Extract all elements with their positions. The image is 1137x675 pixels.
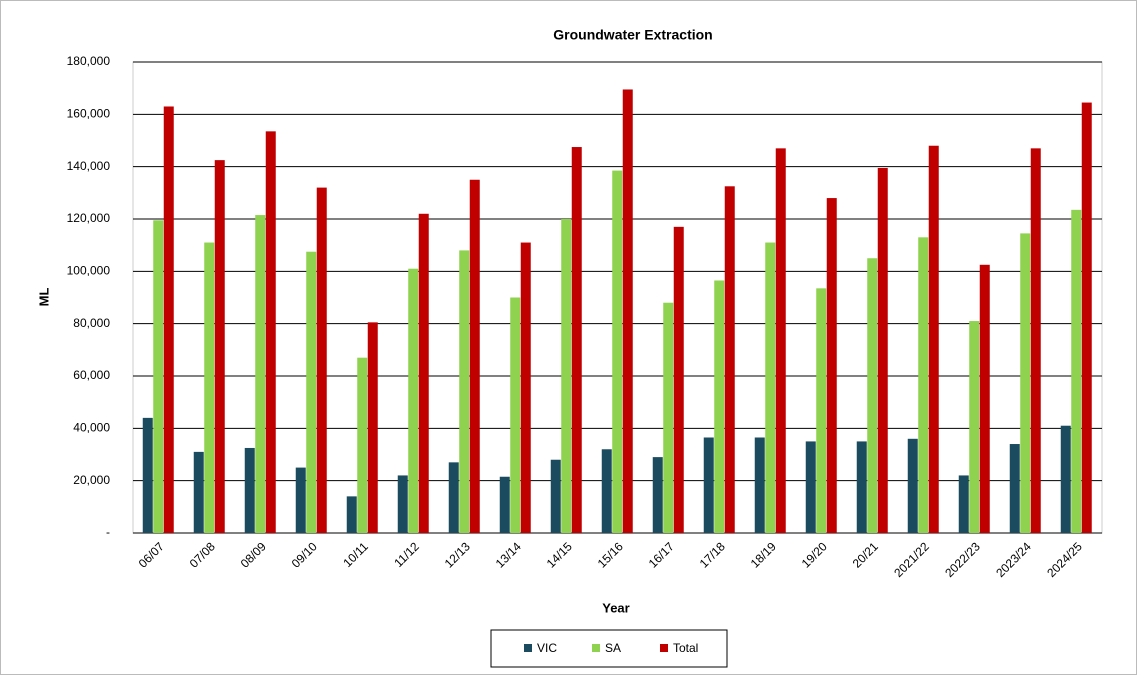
bar	[918, 237, 929, 534]
legend-label: Total	[673, 641, 698, 655]
y-tick-label: 160,000	[67, 107, 111, 121]
bar	[877, 167, 888, 533]
bar	[397, 475, 408, 533]
bar	[663, 302, 674, 533]
bar	[714, 280, 725, 533]
bar	[153, 220, 164, 533]
bar	[816, 288, 827, 533]
bar	[469, 179, 480, 533]
y-tick-label: 140,000	[67, 159, 111, 173]
bar	[520, 242, 531, 534]
bar	[979, 264, 990, 533]
bar	[408, 268, 419, 533]
y-tick-label: 120,000	[67, 211, 111, 225]
bar	[652, 457, 663, 533]
bar	[622, 89, 633, 533]
bar	[265, 131, 276, 533]
legend-swatch	[524, 644, 532, 652]
bar	[703, 437, 714, 533]
bar	[1030, 148, 1041, 533]
chart-title: Groundwater Extraction	[553, 27, 712, 43]
bar	[1071, 209, 1082, 533]
bar	[142, 417, 153, 533]
y-tick-label: 80,000	[73, 316, 110, 330]
bar	[357, 357, 368, 533]
bar	[295, 467, 306, 533]
bar	[775, 148, 786, 533]
bar	[346, 496, 357, 533]
bar	[1020, 233, 1031, 533]
bar	[958, 475, 969, 533]
legend-label: SA	[605, 641, 621, 655]
y-tick-label: 60,000	[73, 368, 110, 382]
bar	[1009, 444, 1020, 533]
bar	[928, 145, 939, 533]
bar	[867, 258, 878, 533]
bar	[367, 322, 378, 533]
bar	[459, 250, 470, 533]
bar	[826, 198, 837, 534]
bar	[765, 242, 776, 534]
legend-swatch	[660, 644, 668, 652]
bar	[673, 226, 684, 533]
legend-label: VIC	[537, 641, 557, 655]
bar	[550, 459, 561, 533]
x-axis-title: Year	[602, 600, 629, 615]
bar	[1060, 425, 1071, 533]
bar	[244, 447, 255, 533]
bar	[316, 187, 327, 533]
y-tick-label: 180,000	[67, 54, 111, 68]
y-tick-label: -	[106, 525, 110, 539]
y-tick-label: 40,000	[73, 421, 110, 435]
y-tick-label: 20,000	[73, 473, 110, 487]
bar	[510, 297, 521, 533]
bar	[499, 476, 510, 533]
bar	[418, 213, 429, 533]
bar	[907, 438, 918, 533]
bar	[561, 219, 572, 533]
bar	[163, 106, 174, 533]
bar	[969, 321, 980, 533]
bar	[204, 242, 215, 534]
bar	[571, 147, 582, 533]
bar	[193, 451, 204, 533]
bar	[601, 449, 612, 533]
bar	[255, 215, 266, 533]
y-tick-label: 100,000	[67, 264, 111, 278]
bar	[724, 186, 735, 533]
bar	[1081, 102, 1092, 533]
bar	[856, 441, 867, 533]
bar	[214, 160, 225, 533]
bar	[448, 462, 459, 533]
y-axis-title: ML	[36, 288, 51, 307]
legend-swatch	[592, 644, 600, 652]
bar	[306, 251, 317, 534]
bar	[754, 437, 765, 533]
bar	[612, 170, 623, 533]
bar	[805, 441, 816, 533]
